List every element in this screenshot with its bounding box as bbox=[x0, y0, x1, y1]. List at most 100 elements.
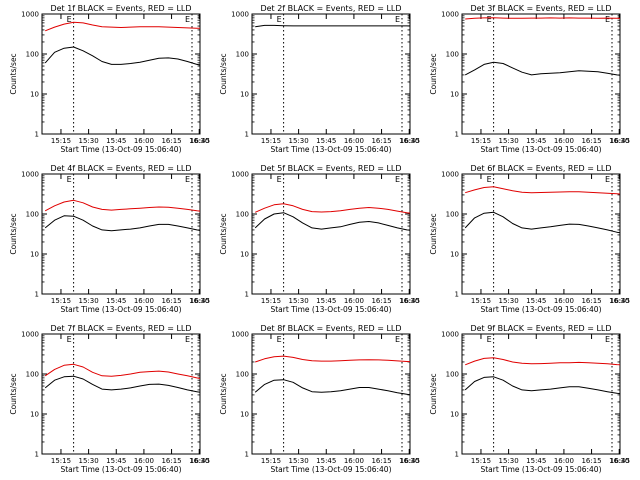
y-tick-label: 1000 bbox=[231, 331, 249, 339]
panel-title: Det 5f BLACK = Events, RED = LLD bbox=[260, 164, 401, 173]
plot-frame bbox=[41, 173, 201, 295]
event-marker-label: E bbox=[67, 175, 72, 184]
x-tick-label: 16:45 bbox=[190, 137, 210, 145]
x-tick-label: 15:15 bbox=[261, 137, 281, 145]
y-tick-label: 10 bbox=[30, 91, 39, 99]
x-tick-label: 16:30 bbox=[399, 457, 419, 465]
x-tick-label: 15:15 bbox=[471, 297, 491, 305]
x-tick-label: 15:15 bbox=[51, 137, 71, 145]
y-tick-label: 100 bbox=[236, 371, 249, 379]
y-tick-label: 100 bbox=[26, 211, 39, 219]
panel-title: Det 4f BLACK = Events, RED = LLD bbox=[50, 164, 191, 173]
y-tick-label: 1 bbox=[35, 291, 39, 299]
x-tick-label: 15:15 bbox=[51, 457, 71, 465]
panel-9: Det 9f BLACK = Events, RED = LLD 1 10 100 10… bbox=[429, 324, 630, 474]
plot-frame bbox=[251, 13, 411, 135]
x-tick-label: 15:30 bbox=[289, 137, 309, 145]
y-tick-label: 100 bbox=[26, 371, 39, 379]
series-lld-red bbox=[465, 357, 620, 366]
plot-frame bbox=[41, 13, 201, 135]
series-events-black bbox=[464, 376, 620, 395]
y-tick-label: 1 bbox=[245, 451, 249, 459]
x-tick-label: 16:00 bbox=[554, 297, 574, 305]
series-lld-red bbox=[44, 199, 200, 212]
x-tick-label: 15:45 bbox=[106, 457, 126, 465]
event-marker-label: E bbox=[395, 175, 400, 184]
event-marker-label: E bbox=[185, 335, 190, 344]
event-marker-label: E bbox=[277, 335, 282, 344]
y-tick-label: 10 bbox=[30, 411, 39, 419]
x-tick-label: 15:15 bbox=[261, 297, 281, 305]
y-tick-label: 100 bbox=[446, 51, 459, 59]
x-tick-label: 16:00 bbox=[134, 297, 154, 305]
y-axis-label: Counts/sec bbox=[219, 213, 228, 254]
panel-title: Det 7f BLACK = Events, RED = LLD bbox=[50, 324, 191, 333]
x-tick-label: 15:15 bbox=[51, 297, 71, 305]
plot-frame bbox=[251, 333, 411, 455]
x-tick-label: 16:45 bbox=[610, 297, 630, 305]
y-tick-label: 1000 bbox=[21, 331, 39, 339]
x-tick-label: 16:00 bbox=[344, 297, 364, 305]
x-tick-label: 16:30 bbox=[609, 457, 629, 465]
x-tick-label: 15:30 bbox=[499, 457, 519, 465]
event-marker-label: E bbox=[487, 175, 492, 184]
x-tick-label: 15:30 bbox=[289, 297, 309, 305]
y-axis-label: Counts/sec bbox=[9, 53, 18, 94]
y-tick-label: 1000 bbox=[441, 171, 459, 179]
y-tick-label: 100 bbox=[446, 371, 459, 379]
x-tick-label: 16:45 bbox=[610, 137, 630, 145]
series-events-black bbox=[44, 375, 200, 393]
panel-4: Det 4f BLACK = Events, RED = LLD 1 10 100 10… bbox=[9, 164, 210, 314]
y-tick-label: 10 bbox=[240, 251, 249, 259]
x-tick-label: 16:00 bbox=[344, 137, 364, 145]
y-axis-label: Counts/sec bbox=[429, 213, 438, 254]
panel-3: Det 3f BLACK = Events, RED = LLD 1 10 100 10… bbox=[429, 4, 630, 154]
y-tick-label: 1 bbox=[35, 131, 39, 139]
x-tick-label: 15:30 bbox=[79, 297, 99, 305]
x-axis-label: Start Time (13-Oct-09 15:06:40) bbox=[270, 305, 391, 314]
panel-title: Det 3f BLACK = Events, RED = LLD bbox=[470, 4, 611, 13]
event-marker-label: E bbox=[395, 15, 400, 24]
x-tick-label: 16:45 bbox=[400, 457, 420, 465]
series-lld-red bbox=[465, 17, 620, 20]
x-axis-label: Start Time (13-Oct-09 15:06:40) bbox=[480, 305, 601, 314]
x-axis-label: Start Time (13-Oct-09 15:06:40) bbox=[60, 305, 181, 314]
x-tick-label: 16:00 bbox=[554, 137, 574, 145]
plot-frame bbox=[251, 173, 411, 295]
event-marker-label: E bbox=[277, 15, 282, 24]
x-tick-label: 16:45 bbox=[190, 297, 210, 305]
y-tick-label: 10 bbox=[30, 251, 39, 259]
y-tick-label: 1000 bbox=[231, 11, 249, 19]
x-tick-label: 16:45 bbox=[610, 457, 630, 465]
y-tick-label: 1 bbox=[245, 291, 249, 299]
x-tick-label: 16:15 bbox=[581, 297, 601, 305]
x-tick-label: 16:45 bbox=[190, 457, 210, 465]
panel-7: Det 7f BLACK = Events, RED = LLD 1 10 100 10… bbox=[9, 324, 210, 474]
x-tick-label: 16:30 bbox=[189, 297, 209, 305]
series-events-black bbox=[254, 212, 410, 231]
event-marker-label: E bbox=[185, 175, 190, 184]
panel-6: Det 6f BLACK = Events, RED = LLD 1 10 100 10… bbox=[429, 164, 630, 314]
x-tick-label: 15:30 bbox=[289, 457, 309, 465]
x-tick-label: 15:30 bbox=[79, 137, 99, 145]
y-tick-label: 1000 bbox=[21, 171, 39, 179]
series-lld-red bbox=[44, 363, 200, 380]
panel-title: Det 6f BLACK = Events, RED = LLD bbox=[470, 164, 611, 173]
y-tick-label: 10 bbox=[240, 91, 249, 99]
x-axis-label: Start Time (13-Oct-09 15:06:40) bbox=[60, 145, 181, 154]
plot-frame bbox=[41, 333, 201, 455]
x-tick-label: 16:15 bbox=[581, 457, 601, 465]
series-events-black bbox=[44, 215, 200, 232]
x-tick-label: 15:45 bbox=[106, 297, 126, 305]
y-tick-label: 1 bbox=[245, 131, 249, 139]
y-tick-label: 100 bbox=[236, 51, 249, 59]
event-marker-label: E bbox=[487, 335, 492, 344]
x-axis-label: Start Time (13-Oct-09 15:06:40) bbox=[480, 465, 601, 474]
y-tick-label: 1 bbox=[455, 451, 459, 459]
y-tick-label: 10 bbox=[240, 411, 249, 419]
x-axis-label: Start Time (13-Oct-09 15:06:40) bbox=[480, 145, 601, 154]
x-tick-label: 16:30 bbox=[189, 457, 209, 465]
x-tick-label: 16:15 bbox=[161, 137, 181, 145]
series-events-black bbox=[255, 24, 410, 28]
x-tick-label: 16:00 bbox=[134, 137, 154, 145]
